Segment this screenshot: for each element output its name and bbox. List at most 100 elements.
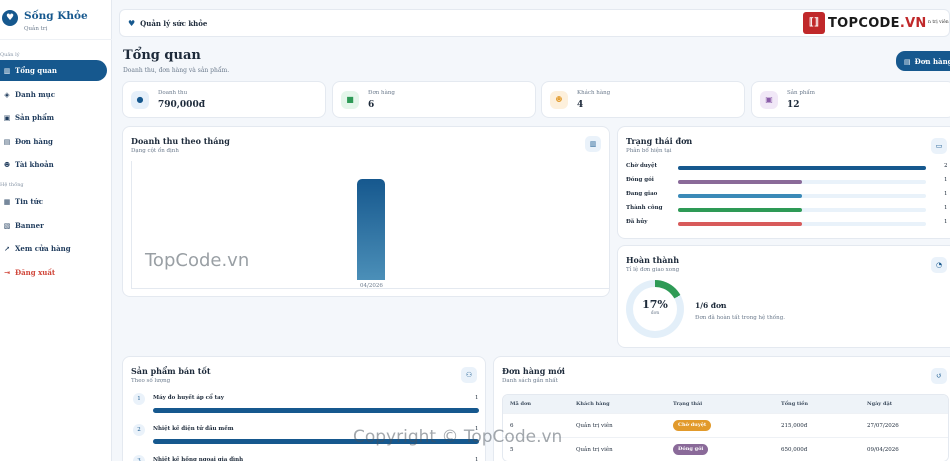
bestsellers-title: Sản phẩm bán tốt	[131, 366, 211, 376]
sidebar-item-banner[interactable]: ▧ Banner	[0, 215, 107, 236]
status-count: 1	[944, 219, 948, 225]
best-sellers-panel: Sản phẩm bán tốt Theo số lượng ⚇ 1 Máy đo…	[122, 356, 486, 461]
status-row: Thành công 1	[626, 205, 950, 215]
stat-card[interactable]: ■ Đơn hàng 6	[332, 81, 536, 118]
product-track	[153, 439, 479, 444]
orders-button[interactable]: ▤ Đơn hàng	[896, 51, 950, 71]
completion-panel: Hoàn thành Tỉ lệ đơn giao xong ◔ 17% đơn…	[617, 245, 950, 348]
status-count: 1	[944, 205, 948, 211]
stat-value: 4	[577, 100, 584, 110]
stat-value: 12	[787, 100, 800, 110]
column-header: Mã đơn	[510, 401, 531, 407]
status-track	[678, 180, 926, 184]
sidebar-item-label: Danh mục	[15, 90, 55, 99]
stat-card[interactable]: ☻ Khách hàng 4	[541, 81, 745, 118]
sidebar-item-label: Đăng xuất	[15, 268, 56, 277]
product-fill	[153, 408, 479, 413]
bestsellers-subtitle: Theo số lượng	[131, 378, 171, 384]
users-icon: ☻	[3, 160, 11, 169]
orders-button-label: Đơn hàng	[914, 56, 950, 66]
status-fill	[678, 180, 802, 184]
sidebar-item-tin-tuc[interactable]: ▦ Tin tức	[0, 191, 107, 212]
sidebar-item-danh-muc[interactable]: ◈ Danh mục	[0, 84, 107, 105]
orders-subtitle: Danh sách gần nhất	[502, 378, 558, 384]
stat-card[interactable]: ▣ Sản phẩm 12	[751, 81, 950, 118]
sidebar-item-tong-quan[interactable]: ▥ Tổng quan	[0, 60, 107, 81]
heart-icon: ♥	[128, 18, 136, 28]
bestseller-row[interactable]: 2 Nhiệt kế điện tử đầu mềm 1	[131, 424, 481, 444]
bestseller-row[interactable]: 1 Máy đo huyết áp cổ tay 1	[131, 393, 481, 413]
gauge-icon[interactable]: ◔	[931, 257, 947, 273]
status-subtitle: Phân bổ hiện tại	[626, 148, 672, 154]
people-icon: ☻	[550, 91, 568, 109]
completion-percent: 17%	[642, 298, 668, 311]
brand-name: Sống Khỏe	[24, 10, 88, 22]
bag-icon: ■	[341, 91, 359, 109]
bestseller-row[interactable]: 3 Nhiệt kế hồng ngoại gia đình 1	[131, 455, 481, 461]
sidebar-section-manage: Quản lý	[0, 52, 20, 58]
chart-icon[interactable]: ▥	[585, 136, 601, 152]
stat-label: Sản phẩm	[787, 90, 815, 96]
user-menu[interactable]: n trị viên	[928, 20, 949, 25]
completion-subtitle: Tỉ lệ đơn giao xong	[626, 267, 680, 273]
order-id: 6	[510, 423, 514, 429]
watermark-logo: ⟦⟧ TOPCODE.VN	[803, 11, 927, 35]
layers-icon: ◈	[4, 90, 10, 99]
sidebar-item-xem-cua-hang[interactable]: ↗ Xem cửa hàng	[0, 238, 107, 259]
rank-badge: 2	[133, 424, 145, 436]
status-label: Thành công	[626, 205, 663, 211]
news-icon: ▦	[3, 197, 11, 206]
completion-count: 1/6 đơn	[695, 301, 727, 310]
order-date: 27/07/2026	[867, 423, 899, 429]
status-label: Đang giao	[626, 191, 658, 197]
sidebar-item-dang-xuat[interactable]: ⇥ Đăng xuất	[0, 262, 107, 283]
product-qty: 1	[475, 395, 479, 401]
history-icon[interactable]: ↺	[931, 368, 947, 384]
product-fill	[153, 439, 479, 444]
status-row: Đang giao 1	[626, 191, 950, 201]
status-fill	[678, 208, 802, 212]
brand[interactable]: ♥ Sống Khỏe Quản trị	[0, 4, 112, 40]
stat-label: Đơn hàng	[368, 90, 395, 96]
status-label: Đã hủy	[626, 219, 648, 225]
table-row[interactable]: 6 Quản trị viên Chờ duyệt 215,000đ 27/07/202…	[503, 413, 948, 437]
receipt-icon: ▤	[3, 137, 11, 146]
receipt-icon: ▤	[904, 56, 911, 66]
revenue-chart-panel: Doanh thu theo tháng Dạng cột ổn định ▥ …	[122, 126, 610, 297]
status-label: Chờ duyệt	[626, 163, 658, 169]
product-track	[153, 408, 479, 413]
image-icon: ▧	[3, 221, 11, 230]
table-row[interactable]: 5 Quản trị viên Đóng gói 650,000đ 09/04/2026	[503, 437, 948, 461]
stat-card[interactable]: ● Doanh thu 790,000đ	[122, 81, 326, 118]
orders-table: Mã đơn Khách hàng Trạng thái Tổng tiền Ngày …	[502, 394, 949, 461]
status-fill	[678, 166, 926, 170]
rank-badge: 1	[133, 393, 145, 405]
status-track	[678, 208, 926, 212]
page-subtitle: Doanh thu, đơn hàng và sản phẩm.	[123, 67, 230, 74]
sidebar-item-san-pham[interactable]: ▣ Sản phẩm	[0, 107, 107, 128]
card-icon[interactable]: ▭	[931, 138, 947, 154]
sidebar-item-don-hang[interactable]: ▤ Đơn hàng	[0, 131, 107, 152]
order-customer: Quản trị viên	[576, 447, 613, 453]
page-title: Tổng quan	[123, 48, 201, 63]
product-name: Nhiệt kế hồng ngoại gia đình	[153, 457, 244, 461]
status-count: 1	[944, 191, 948, 197]
status-fill	[678, 222, 802, 226]
sidebar: ♥ Sống Khỏe Quản trị Quản lý ▥ Tổng quan ◈…	[0, 0, 112, 461]
column-header: Ngày đặt	[867, 401, 892, 407]
product-name: Máy đo huyết áp cổ tay	[153, 395, 224, 401]
topbar-title: ♥ Quản lý sức khỏe	[128, 18, 207, 28]
sidebar-item-label: Sản phẩm	[15, 113, 55, 122]
brand-subtitle: Quản trị	[24, 26, 48, 32]
sidebar-item-tai-khoan[interactable]: ☻ Tài khoản	[0, 154, 107, 175]
status-row: Đóng gói 1	[626, 177, 950, 187]
rank-badge: 3	[133, 455, 145, 461]
order-total: 650,000đ	[781, 447, 808, 453]
completion-note: Đơn đã hoàn tất trong hệ thống.	[695, 315, 785, 321]
hierarchy-icon[interactable]: ⚇	[461, 367, 477, 383]
column-header: Trạng thái	[673, 401, 703, 407]
watermark-logo-text: TOPCODE.VN	[828, 15, 927, 31]
revenue-bar[interactable]	[357, 178, 385, 280]
order-status-panel: Trạng thái đơn Phân bổ hiện tại ▭ Chờ du…	[617, 126, 950, 239]
